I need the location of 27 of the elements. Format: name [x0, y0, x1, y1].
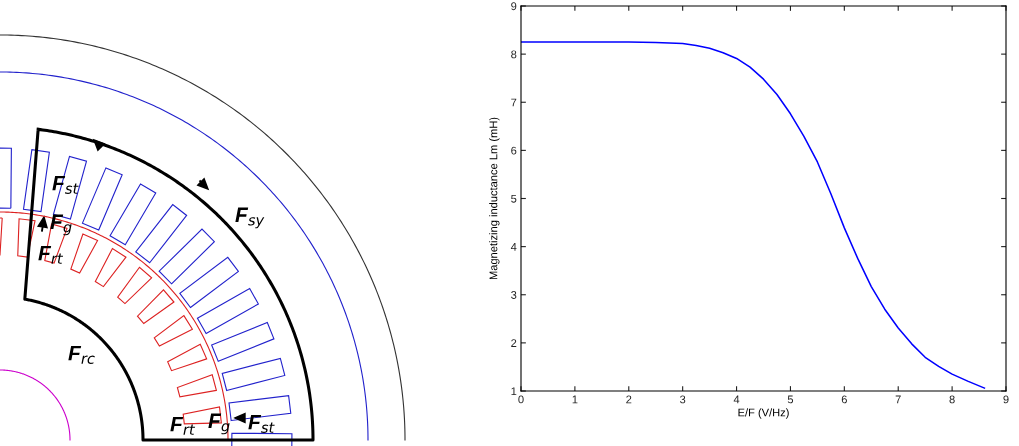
x-tick-label: 6: [841, 395, 847, 404]
text: F$_{sy}$: [235, 207, 265, 229]
x-axis-title: E/F (V/Hz): [738, 408, 789, 419]
text: F$_{rc}$: [68, 346, 95, 364]
text: F$_{rt}$: [170, 417, 196, 435]
y-tick-label: 3: [511, 291, 517, 299]
text: F$_{st}$: [52, 176, 79, 194]
x-tick-label: 2: [626, 395, 632, 404]
y-tick-label: 7: [511, 98, 517, 107]
x-tick-label: 4: [733, 395, 740, 404]
x-tick-label: 8: [949, 395, 955, 404]
x-tick-label: 9: [1003, 395, 1009, 404]
x-tick-label: 0: [518, 395, 524, 404]
y-axis-title: Magnetizing inductance Lm (mH): [489, 117, 500, 280]
x-tick-label: 1: [572, 395, 578, 404]
y-tick-label: 9: [511, 2, 517, 11]
y-tick-label: 5: [511, 194, 517, 203]
x-tick-label: 3: [680, 395, 686, 404]
y-tick-label: 1: [511, 387, 517, 396]
y-tick-label: 2: [511, 339, 517, 347]
text: F$_{st}$: [248, 415, 275, 433]
y-tick-label: 6: [511, 146, 517, 155]
line-series: [521, 41, 986, 389]
y-tick-label: 4: [510, 243, 517, 251]
x-tick-label: 7: [895, 395, 901, 404]
y-tick-label: 8: [511, 50, 517, 59]
x-tick-label: 5: [787, 395, 794, 404]
